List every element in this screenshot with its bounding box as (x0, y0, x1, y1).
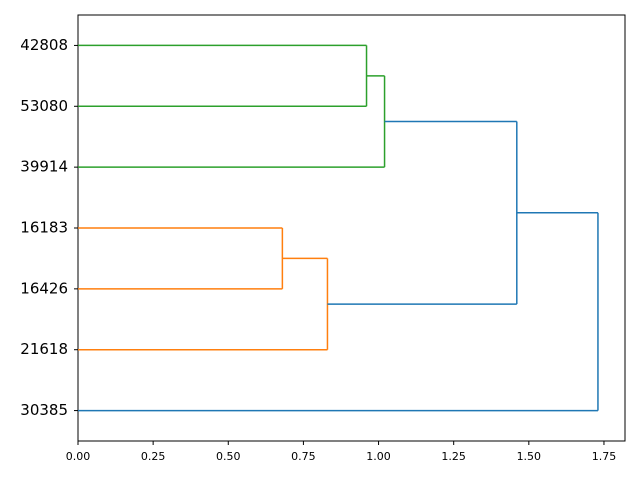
dendrogram-link (78, 257, 329, 351)
dendrogram-link (78, 227, 284, 290)
x-tick-label: 0.00 (66, 450, 91, 463)
x-tick-label: 1.00 (366, 450, 391, 463)
leaf-label: 42808 (20, 36, 68, 54)
dendrogram-link (327, 120, 518, 305)
x-tick-label: 0.50 (216, 450, 241, 463)
x-tick-label: 1.75 (592, 450, 617, 463)
leaf-label: 30385 (20, 401, 68, 419)
x-tick-label: 1.50 (517, 450, 542, 463)
x-tick-label: 0.25 (141, 450, 166, 463)
leaf-label: 16183 (20, 219, 68, 237)
leaf-label: 39914 (20, 158, 68, 176)
leaf-label: 16426 (20, 279, 68, 297)
leaf-label: 53080 (20, 97, 68, 115)
dendrogram-link (78, 44, 368, 108)
x-tick-label: 0.75 (291, 450, 316, 463)
x-tick-label: 1.25 (441, 450, 466, 463)
leaf-label: 21618 (20, 340, 68, 358)
dendrogram-link (78, 212, 599, 412)
dendrogram-link (78, 75, 386, 168)
